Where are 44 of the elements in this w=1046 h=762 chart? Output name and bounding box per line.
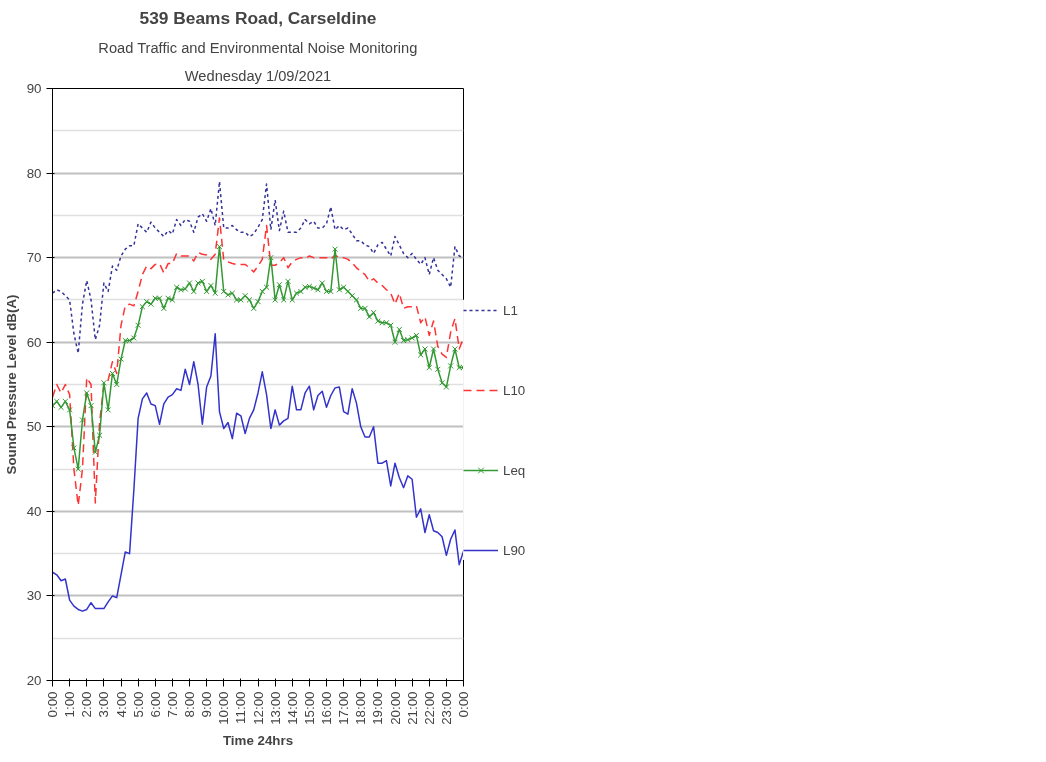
x-tick-label: 6:00	[147, 691, 163, 718]
legend-label: L1	[503, 302, 519, 318]
y-tick-label: 30	[26, 588, 42, 604]
y-tick-label: 80	[26, 165, 42, 181]
x-tick-label: 0:00	[45, 691, 60, 718]
x-tick-label: 20:00	[387, 691, 403, 725]
x-tick-label: 19:00	[370, 691, 386, 725]
x-tick-label: 23:00	[438, 691, 454, 725]
x-tick-label: 1:00	[62, 691, 78, 718]
line-series	[52, 180, 464, 354]
x-axis-title: Time 24hrs	[222, 732, 294, 748]
y-tick-label: 20	[26, 673, 42, 688]
legend-label: L90	[503, 542, 526, 558]
x-tick-label: 15:00	[301, 691, 317, 725]
x-tick-label: 5:00	[130, 691, 146, 718]
x-tick-label: 11:00	[233, 691, 249, 724]
x-tick-label: 22:00	[421, 691, 437, 725]
x-tick-label: 14:00	[284, 691, 300, 725]
y-tick-label: 90	[26, 81, 42, 96]
y-tick-label: 50	[26, 419, 42, 435]
x-tick-label: 9:00	[199, 691, 215, 718]
legend-label: L10	[503, 382, 526, 398]
y-tick-label: 40	[26, 503, 42, 519]
x-tick-label: 3:00	[96, 691, 112, 718]
x-tick-label: 16:00	[319, 691, 334, 725]
x-tick-label: 21:00	[404, 691, 420, 725]
legend-label: Leq	[503, 462, 526, 478]
chart-title: 539 Beams Road, Carseldine	[139, 7, 377, 28]
x-tick-label: 10:00	[216, 691, 232, 725]
y-tick-label: 60	[26, 334, 42, 350]
x-tick-label: 12:00	[250, 691, 266, 725]
x-tick-label: 4:00	[113, 691, 129, 718]
x-tick-label: 13:00	[267, 691, 283, 725]
x-tick-label: 8:00	[182, 691, 197, 718]
x-tick-label: 18:00	[353, 691, 369, 725]
x-tick-label: 17:00	[336, 691, 352, 725]
x-tick-label: 2:00	[79, 691, 95, 718]
x-tick-label: 7:00	[164, 691, 180, 718]
y-tick-label: 70	[26, 250, 42, 266]
line-series	[52, 217, 464, 507]
chart-subtitle: Road Traffic and Environmental Noise Monitoring	[98, 39, 418, 56]
y-axis-title: Sound Pressure Level dB(A)	[3, 294, 19, 475]
text: Wednesday 1/09/2021	[184, 67, 332, 84]
x-tick-label: 0:00	[456, 691, 471, 718]
